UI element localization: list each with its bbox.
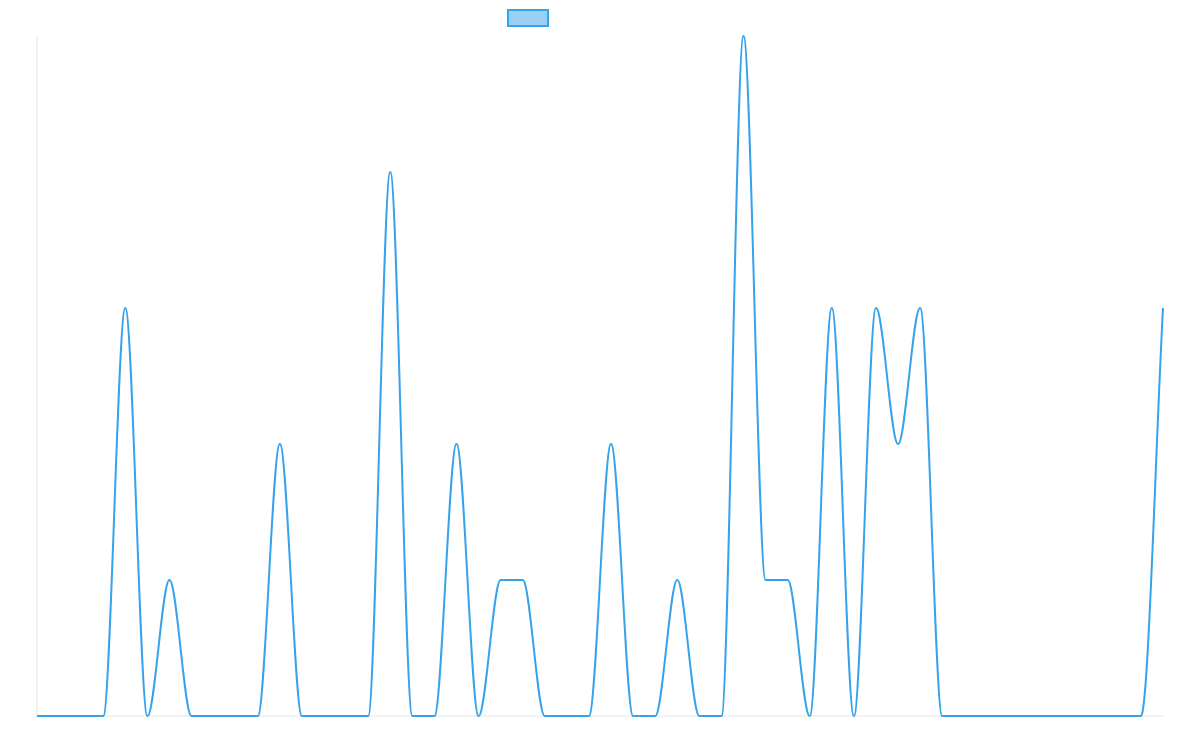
data-point[interactable] [806, 712, 814, 720]
data-point[interactable] [960, 712, 968, 720]
data-point[interactable] [1049, 712, 1057, 720]
data-point[interactable] [364, 712, 372, 720]
data-point[interactable] [254, 712, 262, 720]
data-point[interactable] [894, 440, 902, 448]
data-point[interactable] [452, 440, 460, 448]
data-point[interactable] [740, 32, 748, 40]
data-point[interactable] [320, 712, 328, 720]
data-point[interactable] [916, 304, 924, 312]
data-point[interactable] [607, 440, 615, 448]
data-point[interactable] [99, 712, 107, 720]
data-point[interactable] [165, 576, 173, 584]
data-point[interactable] [33, 712, 41, 720]
legend-swatch[interactable] [507, 9, 549, 27]
data-point[interactable] [695, 712, 703, 720]
data-point[interactable] [629, 712, 637, 720]
data-point[interactable] [784, 576, 792, 584]
data-point[interactable] [717, 712, 725, 720]
data-point[interactable] [430, 712, 438, 720]
data-point[interactable] [762, 576, 770, 584]
data-point[interactable] [1115, 712, 1123, 720]
data-point[interactable] [585, 712, 593, 720]
data-point[interactable] [1093, 712, 1101, 720]
data-point[interactable] [982, 712, 990, 720]
data-point[interactable] [298, 712, 306, 720]
data-point[interactable] [77, 712, 85, 720]
data-point[interactable] [1027, 712, 1035, 720]
legend [507, 9, 549, 27]
data-point[interactable] [651, 712, 659, 720]
data-point[interactable] [408, 712, 416, 720]
data-point[interactable] [872, 304, 880, 312]
data-point[interactable] [276, 440, 284, 448]
series-layer [33, 32, 1167, 720]
data-point[interactable] [342, 712, 350, 720]
data-point[interactable] [563, 712, 571, 720]
data-point[interactable] [541, 712, 549, 720]
data-point[interactable] [386, 168, 394, 176]
data-point[interactable] [232, 712, 240, 720]
data-point[interactable] [1137, 712, 1145, 720]
data-point[interactable] [850, 712, 858, 720]
data-point[interactable] [55, 712, 63, 720]
data-point[interactable] [188, 712, 196, 720]
data-point[interactable] [673, 576, 681, 584]
data-point[interactable] [1071, 712, 1079, 720]
data-point[interactable] [938, 712, 946, 720]
data-point[interactable] [1004, 712, 1012, 720]
data-point[interactable] [143, 712, 151, 720]
data-point[interactable] [519, 576, 527, 584]
data-point[interactable] [121, 304, 129, 312]
series-line [37, 35, 1164, 717]
data-point[interactable] [210, 712, 218, 720]
data-point[interactable] [497, 576, 505, 584]
data-point[interactable] [828, 304, 836, 312]
axes [36, 36, 1163, 717]
data-point[interactable] [1159, 304, 1167, 312]
data-point[interactable] [475, 712, 483, 720]
